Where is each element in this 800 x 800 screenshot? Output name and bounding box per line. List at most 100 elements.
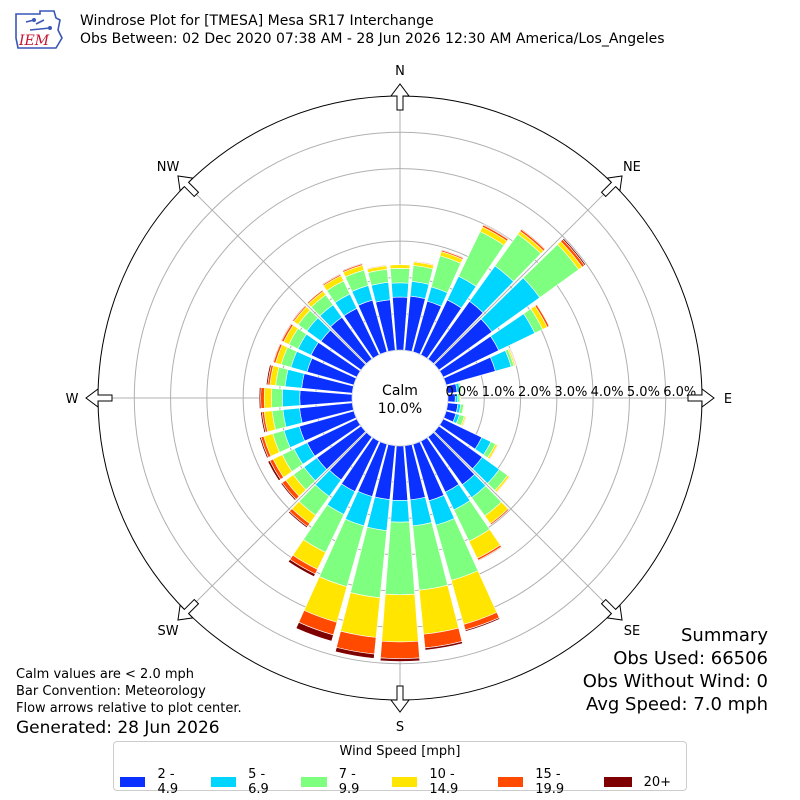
windrose-bar-segment xyxy=(441,249,464,259)
summary-box: Summary Obs Used: 66506 Obs Without Wind… xyxy=(583,624,768,716)
legend-item: 7 - 9.9 xyxy=(301,767,377,797)
radial-tick-label: 5.0% xyxy=(627,385,660,400)
legend-label: 15 - 19.9 xyxy=(535,767,565,797)
radial-gridline xyxy=(186,184,367,365)
summary-avg-speed: Avg Speed: 7.0 mph xyxy=(586,694,768,715)
radial-tick-label: 0.0% xyxy=(445,385,478,400)
calm-label: Calm xyxy=(382,383,418,399)
legend-item: 2 - 4.9 xyxy=(120,767,196,797)
windrose-bar-segment xyxy=(265,364,272,386)
windrose-bar-segment xyxy=(259,436,269,459)
windrose-bar-segment xyxy=(381,593,419,643)
windrose-bar-segment xyxy=(391,282,409,298)
windrose-bar-segment xyxy=(280,323,292,342)
legend-label: 10 - 14.9 xyxy=(429,767,459,797)
windrose-bar-segment xyxy=(282,407,303,428)
windrose-bar-segment xyxy=(413,260,435,266)
flow-arrow-icon xyxy=(390,83,410,111)
windrose-bar-segment xyxy=(520,228,546,250)
radial-gridline xyxy=(433,184,614,365)
windrose-bar-segment xyxy=(488,444,499,460)
legend-label: 2 - 4.9 xyxy=(157,767,179,797)
windrose-bar-segment xyxy=(284,369,305,389)
summary-obs-used: Obs Used: 66506 xyxy=(613,648,768,669)
windrose-bar-segment xyxy=(379,657,421,662)
windrose-bar-segment xyxy=(424,641,463,651)
title-line-2: Obs Between: 02 Dec 2020 07:38 AM - 28 J… xyxy=(80,31,665,47)
windrose-bar-segment xyxy=(287,558,316,578)
legend-swatch xyxy=(391,777,418,787)
windrose-bar-segment xyxy=(562,237,587,266)
calm-value: 10.0% xyxy=(378,401,422,417)
legend-item: 10 - 14.9 xyxy=(391,767,483,797)
notes: Calm values are < 2.0 mph Bar Convention… xyxy=(16,666,242,717)
windrose-bar-segment xyxy=(287,510,309,529)
windrose-bar-segment xyxy=(263,387,273,409)
flow-arrow-icon xyxy=(177,598,200,621)
legend-item: 15 - 19.9 xyxy=(497,767,589,797)
windrose-bar-segment xyxy=(340,592,381,638)
windrose-bar-segment xyxy=(321,273,341,286)
radial-tick-label: 2.0% xyxy=(518,385,551,400)
windrose-bar-segment xyxy=(459,393,461,403)
ring-gridline xyxy=(133,131,667,665)
legend-items: 2 - 4.9 5 - 6.9 7 - 9.9 10 - 14.9 15 - 19.9 2… xyxy=(120,767,686,797)
compass-label-e: E xyxy=(724,392,732,407)
generated-date: Generated: 28 Jun 2026 xyxy=(16,718,220,738)
windrose-bar-segment xyxy=(418,584,460,635)
summary-title: Summary xyxy=(681,625,768,646)
compass-label-ne: NE xyxy=(623,160,641,175)
legend-swatch xyxy=(497,777,524,787)
legend-item: 5 - 6.9 xyxy=(210,767,287,797)
calm-note: Calm values are < 2.0 mph xyxy=(16,667,195,682)
legend-swatch xyxy=(603,777,632,787)
iem-logo: IEM xyxy=(15,10,63,49)
windrose-bar-segment xyxy=(370,282,391,303)
compass-label-n: N xyxy=(395,64,405,79)
windrose-bar-segment xyxy=(271,388,283,408)
summary-obs-without-wind: Obs Without Wind: 0 xyxy=(582,671,768,692)
radial-gridline xyxy=(186,431,367,612)
windrose-bar-segment xyxy=(489,508,510,526)
windrose-bar-segment xyxy=(390,499,410,523)
radial-gridline xyxy=(433,431,614,612)
chart-title: Windrose Plot for [TMESA] Mesa SR17 Inte… xyxy=(80,12,665,48)
windrose-bar-segment xyxy=(258,387,262,409)
windrose-bar-segment xyxy=(366,264,388,270)
windrose-bar-segment xyxy=(384,521,416,596)
legend-title: Wind Speed [mph] xyxy=(339,744,461,759)
legend-swatch xyxy=(301,777,327,787)
compass-label-s: S xyxy=(396,720,404,735)
windrose-bar-segment xyxy=(260,387,265,409)
compass-label-sw: SW xyxy=(158,624,179,639)
flow-arrow-icon xyxy=(390,685,410,713)
flow-arrow-icon xyxy=(687,388,715,408)
windrose-bar-segment xyxy=(482,223,510,240)
radial-tick-label: 1.0% xyxy=(482,385,515,400)
flow-arrow-icon xyxy=(85,388,113,408)
windrose-bar-segment xyxy=(495,476,511,494)
legend-item: 20+ xyxy=(603,767,671,797)
windrose-bar-segment xyxy=(267,460,282,482)
legend-label: 7 - 9.9 xyxy=(338,767,360,797)
radial-tick-label: 3.0% xyxy=(554,385,587,400)
windrose-bar-segment xyxy=(280,482,297,501)
legend-swatch xyxy=(210,777,237,787)
flow-arrow-icon xyxy=(600,598,623,621)
flow-note: Flow arrows relative to plot center. xyxy=(16,701,242,716)
flow-arrow-icon xyxy=(600,175,623,198)
windrose-bar-segment xyxy=(295,621,334,642)
windrose-bar-segment xyxy=(380,640,420,659)
windrose-bar-segment xyxy=(334,647,375,659)
windrose-bar-segment xyxy=(272,343,281,363)
windrose-bar-segment xyxy=(341,262,363,272)
radial-tick-label: 4.0% xyxy=(591,385,624,400)
windrose-bar-segment xyxy=(389,264,411,270)
bar-convention-note: Bar Convention: Meteorology xyxy=(16,684,206,699)
logo-text: IEM xyxy=(18,33,50,49)
windrose-bar-segment xyxy=(409,496,433,527)
windrose-bar-segment xyxy=(389,268,411,284)
title-line-1: Windrose Plot for [TMESA] Mesa SR17 Inte… xyxy=(80,13,434,29)
calm-circle xyxy=(353,351,447,445)
